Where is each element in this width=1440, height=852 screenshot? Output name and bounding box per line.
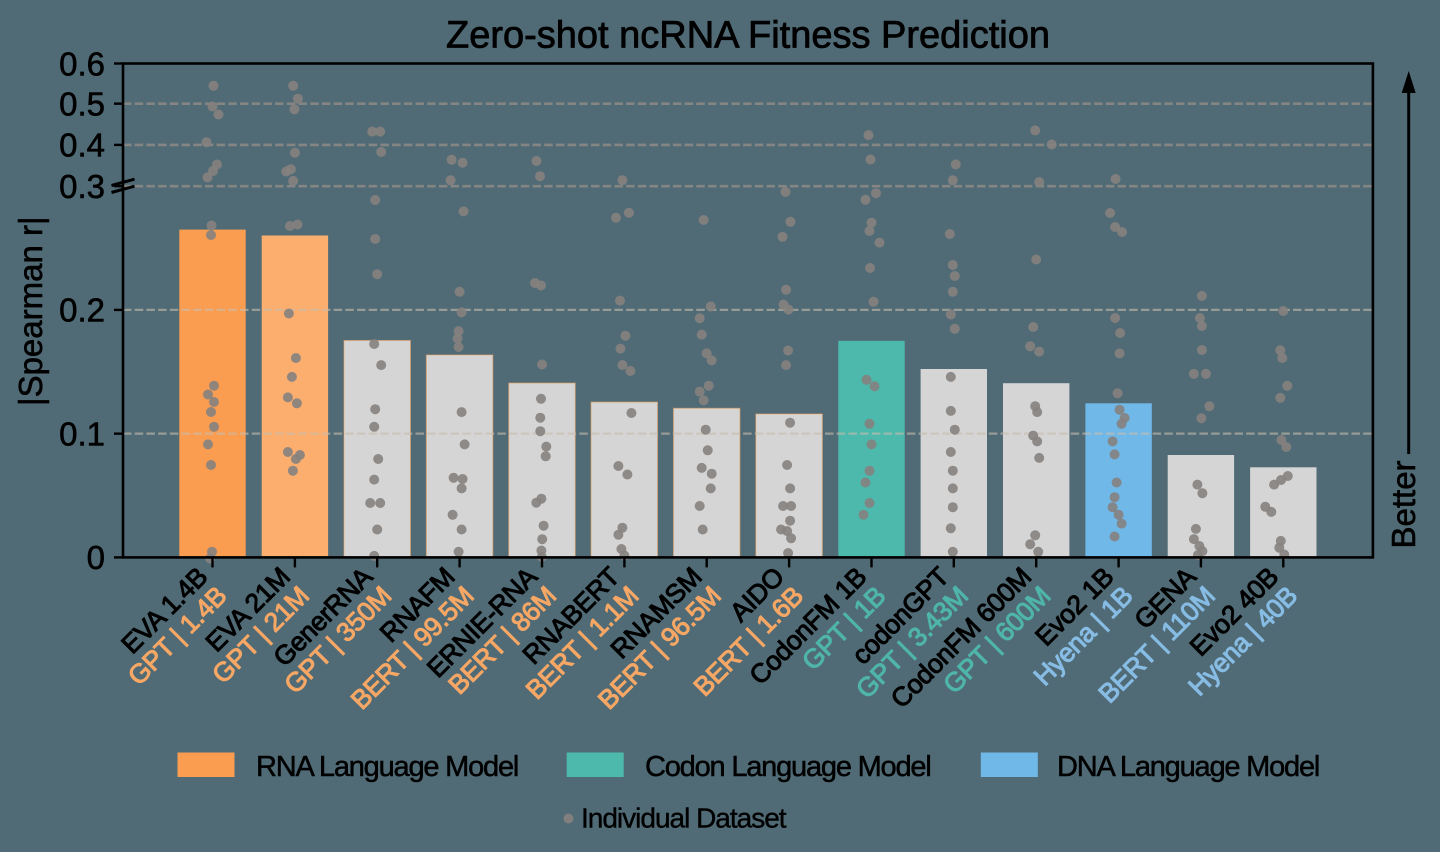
svg-text:0: 0 [87, 539, 105, 576]
svg-text:0.4: 0.4 [59, 127, 105, 164]
svg-text:|Spearman r|: |Spearman r| [12, 216, 49, 406]
svg-text:DNA Language Model: DNA Language Model [1057, 751, 1319, 783]
svg-text:Codon Language Model: Codon Language Model [645, 751, 931, 783]
svg-text:RNA Language Model: RNA Language Model [256, 751, 518, 783]
svg-text:0.5: 0.5 [59, 85, 105, 122]
svg-text:0.6: 0.6 [59, 45, 105, 82]
svg-text:Better: Better [1385, 460, 1422, 548]
svg-text:Zero-shot ncRNA Fitness Predic: Zero-shot ncRNA Fitness Prediction [446, 14, 1050, 56]
svg-text:0.2: 0.2 [59, 292, 105, 329]
svg-text:Individual Dataset: Individual Dataset [581, 803, 787, 834]
svg-text:0.1: 0.1 [59, 415, 105, 452]
svg-text:0.3: 0.3 [59, 168, 105, 205]
